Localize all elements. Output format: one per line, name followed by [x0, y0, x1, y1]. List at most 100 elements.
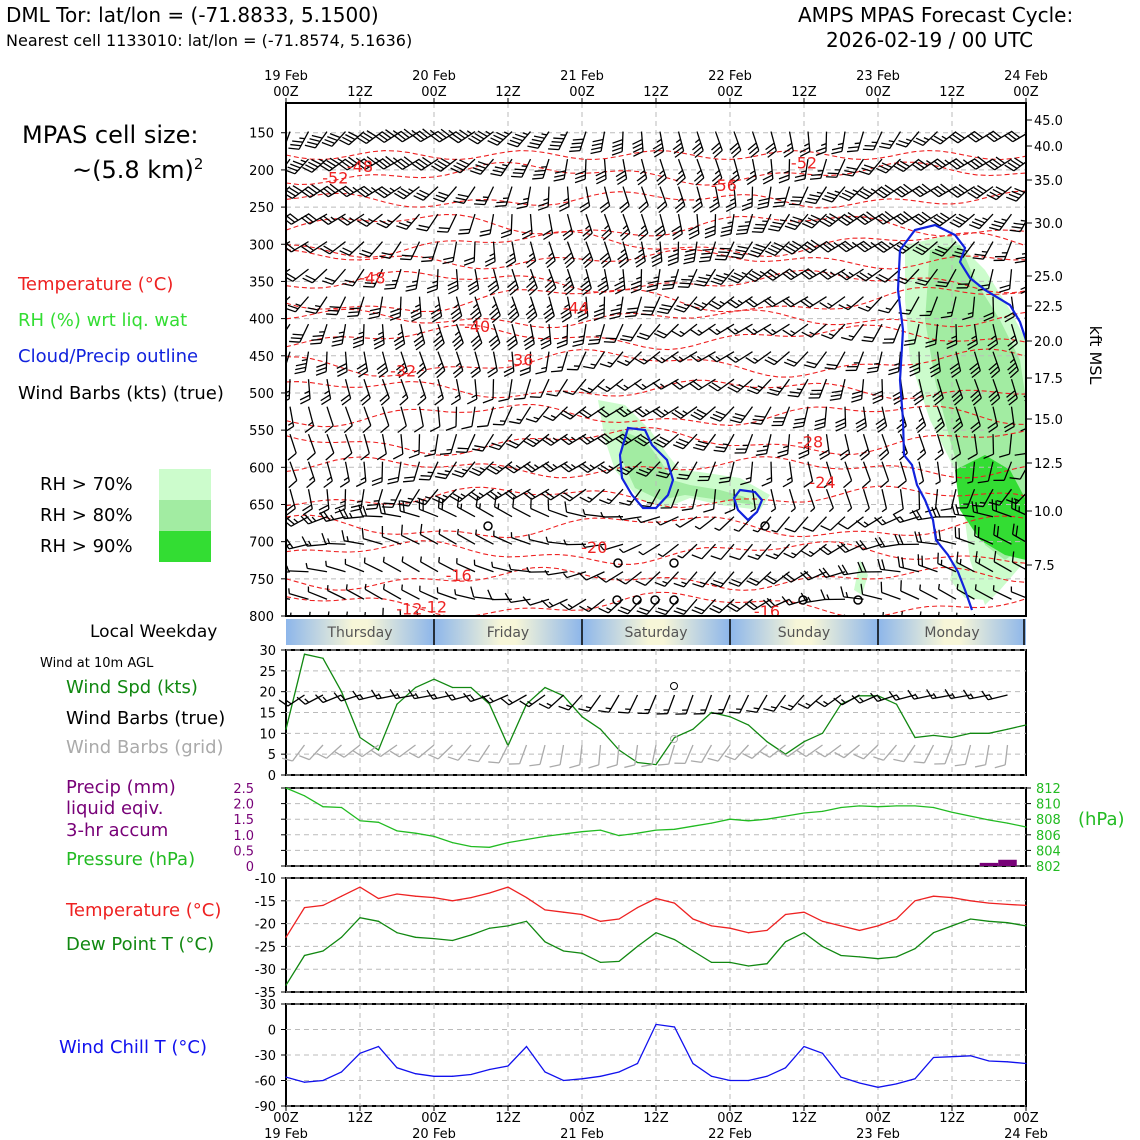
surface-wind-barb-true [870, 692, 897, 703]
barb-full [312, 334, 324, 338]
barb-half [581, 304, 588, 308]
barb-half [745, 476, 752, 480]
wind-barb [400, 524, 420, 545]
temperature-line-point [507, 886, 509, 888]
barb-full [746, 178, 757, 186]
barb-full [374, 343, 385, 350]
barb-staff [899, 489, 904, 510]
surface-wind-barb-true [926, 689, 953, 700]
barb-staff [547, 571, 568, 576]
wind-barb [569, 131, 587, 153]
barb-half [918, 417, 924, 423]
dew-point-line-point [285, 984, 287, 986]
barb-staff [346, 186, 365, 198]
wind-barb [841, 323, 865, 341]
surface-wind-barb-grid [893, 744, 916, 763]
barb-full [656, 713, 668, 715]
barb-half [322, 696, 328, 702]
barb-staff [624, 378, 642, 391]
wind-chill-label: Wind Chill T (°C) [59, 1037, 207, 1058]
barb-full [634, 358, 645, 365]
wind-barb [304, 131, 328, 149]
wind-speed-line-point [692, 728, 694, 730]
barb-full [434, 162, 445, 170]
barb-full [955, 157, 965, 166]
barb-full [846, 150, 858, 153]
surface-wind-barb-true [617, 694, 639, 714]
barb-staff [993, 589, 1012, 600]
wind-barb [940, 296, 957, 319]
barb-half [599, 545, 605, 551]
barb-full [528, 287, 538, 296]
barb-full [748, 297, 758, 306]
wind-barb [452, 323, 464, 351]
barb-half [326, 585, 329, 591]
barb-staff [397, 461, 402, 482]
barb-half [982, 217, 988, 221]
barb-half [759, 270, 766, 275]
wind-barb [438, 557, 457, 573]
barb-staff [325, 542, 346, 545]
barb-full [794, 417, 806, 421]
barb-full [562, 229, 572, 237]
temperature-line-point [1025, 904, 1027, 906]
barb-full [527, 145, 539, 149]
barb-full [471, 311, 481, 320]
barb-full [324, 425, 334, 434]
barb-full [563, 283, 573, 292]
dew-point-line-point [636, 945, 639, 948]
wind-barb [734, 433, 754, 454]
barb-staff [862, 461, 871, 481]
calm-circle [798, 595, 808, 605]
wind-barb [410, 296, 422, 322]
barb-half [391, 279, 398, 282]
barb-staff [286, 186, 291, 201]
barb-full [526, 279, 535, 289]
precip-tick-label: 1.5 [233, 813, 254, 828]
dew-point-line-point [932, 932, 935, 934]
pressure-line-point [396, 830, 398, 832]
barb-full [548, 148, 559, 151]
barb-full [676, 304, 687, 310]
barb-half [771, 529, 777, 533]
barb-full [784, 527, 796, 533]
barb-full [657, 763, 669, 766]
wind-barb [782, 240, 809, 255]
surface-wind-barb-true [780, 694, 805, 711]
barb-full [393, 134, 403, 143]
barb-staff [584, 543, 605, 548]
barb-full [292, 333, 304, 336]
wind-barb [900, 580, 920, 600]
wind-chill-panel-tick-label: -90 [255, 1100, 276, 1115]
top-time-label: 12Z [939, 85, 965, 100]
wind-barb [305, 296, 328, 314]
wind-barb [917, 433, 927, 461]
barb-full [856, 274, 867, 282]
wind-barb [619, 488, 643, 506]
barb-full [459, 129, 469, 137]
barb-staff [787, 744, 805, 758]
barb-full [713, 449, 725, 453]
barb-half [325, 560, 327, 567]
barb-full [321, 398, 331, 406]
barb-half [770, 706, 777, 709]
surface-wind-barb-true [598, 694, 620, 713]
temperature-line-point [618, 918, 620, 920]
barb-full [360, 217, 371, 225]
barb-full [348, 311, 360, 314]
barb-full [510, 314, 520, 324]
barb-full [974, 764, 986, 768]
wind-barb [454, 589, 476, 600]
wind-barb [512, 496, 531, 518]
barb-staff [876, 351, 883, 372]
barb-half [767, 170, 773, 175]
wind-barb [508, 564, 531, 573]
wind-barb [893, 489, 904, 515]
wind-barb [983, 296, 995, 322]
barb-full [785, 297, 795, 306]
wind-barb [840, 586, 864, 600]
wind-barb [710, 571, 735, 588]
barb-full [787, 222, 798, 228]
barb-staff [662, 543, 679, 558]
wind-barb [831, 131, 846, 155]
